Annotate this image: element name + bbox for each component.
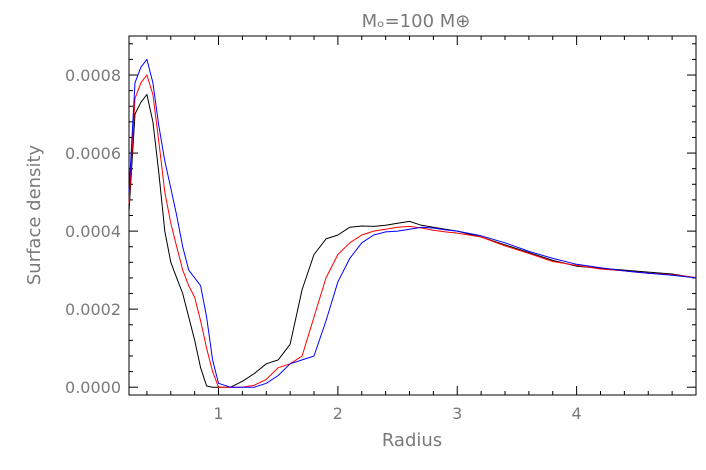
x-tick-label: 4 [572, 404, 582, 423]
x-axis-label: Radius [382, 430, 442, 451]
tick-marks [129, 36, 696, 395]
y-tick-label: 0.0002 [65, 300, 121, 319]
series-line-1 [128, 94, 697, 388]
tick-labels: 1 2 3 4 0.0000 0.0002 0.0004 0.0006 0.0008 [65, 66, 582, 423]
y-tick-label: 0.0000 [65, 378, 121, 397]
series-line-3 [128, 58, 697, 388]
series-group [128, 58, 697, 388]
y-tick-label: 0.0008 [65, 66, 121, 85]
chart-title: Mₒ=100 M⊕ [362, 11, 471, 32]
y-axis-label: Surface density [24, 145, 45, 286]
x-tick-label: 1 [213, 404, 223, 423]
y-tick-label: 0.0006 [65, 144, 121, 163]
x-tick-label: 2 [333, 404, 343, 423]
series-line-2 [128, 74, 697, 388]
x-tick-label: 3 [452, 404, 462, 423]
y-tick-label: 0.0004 [65, 222, 121, 241]
plot-frame [128, 35, 697, 396]
